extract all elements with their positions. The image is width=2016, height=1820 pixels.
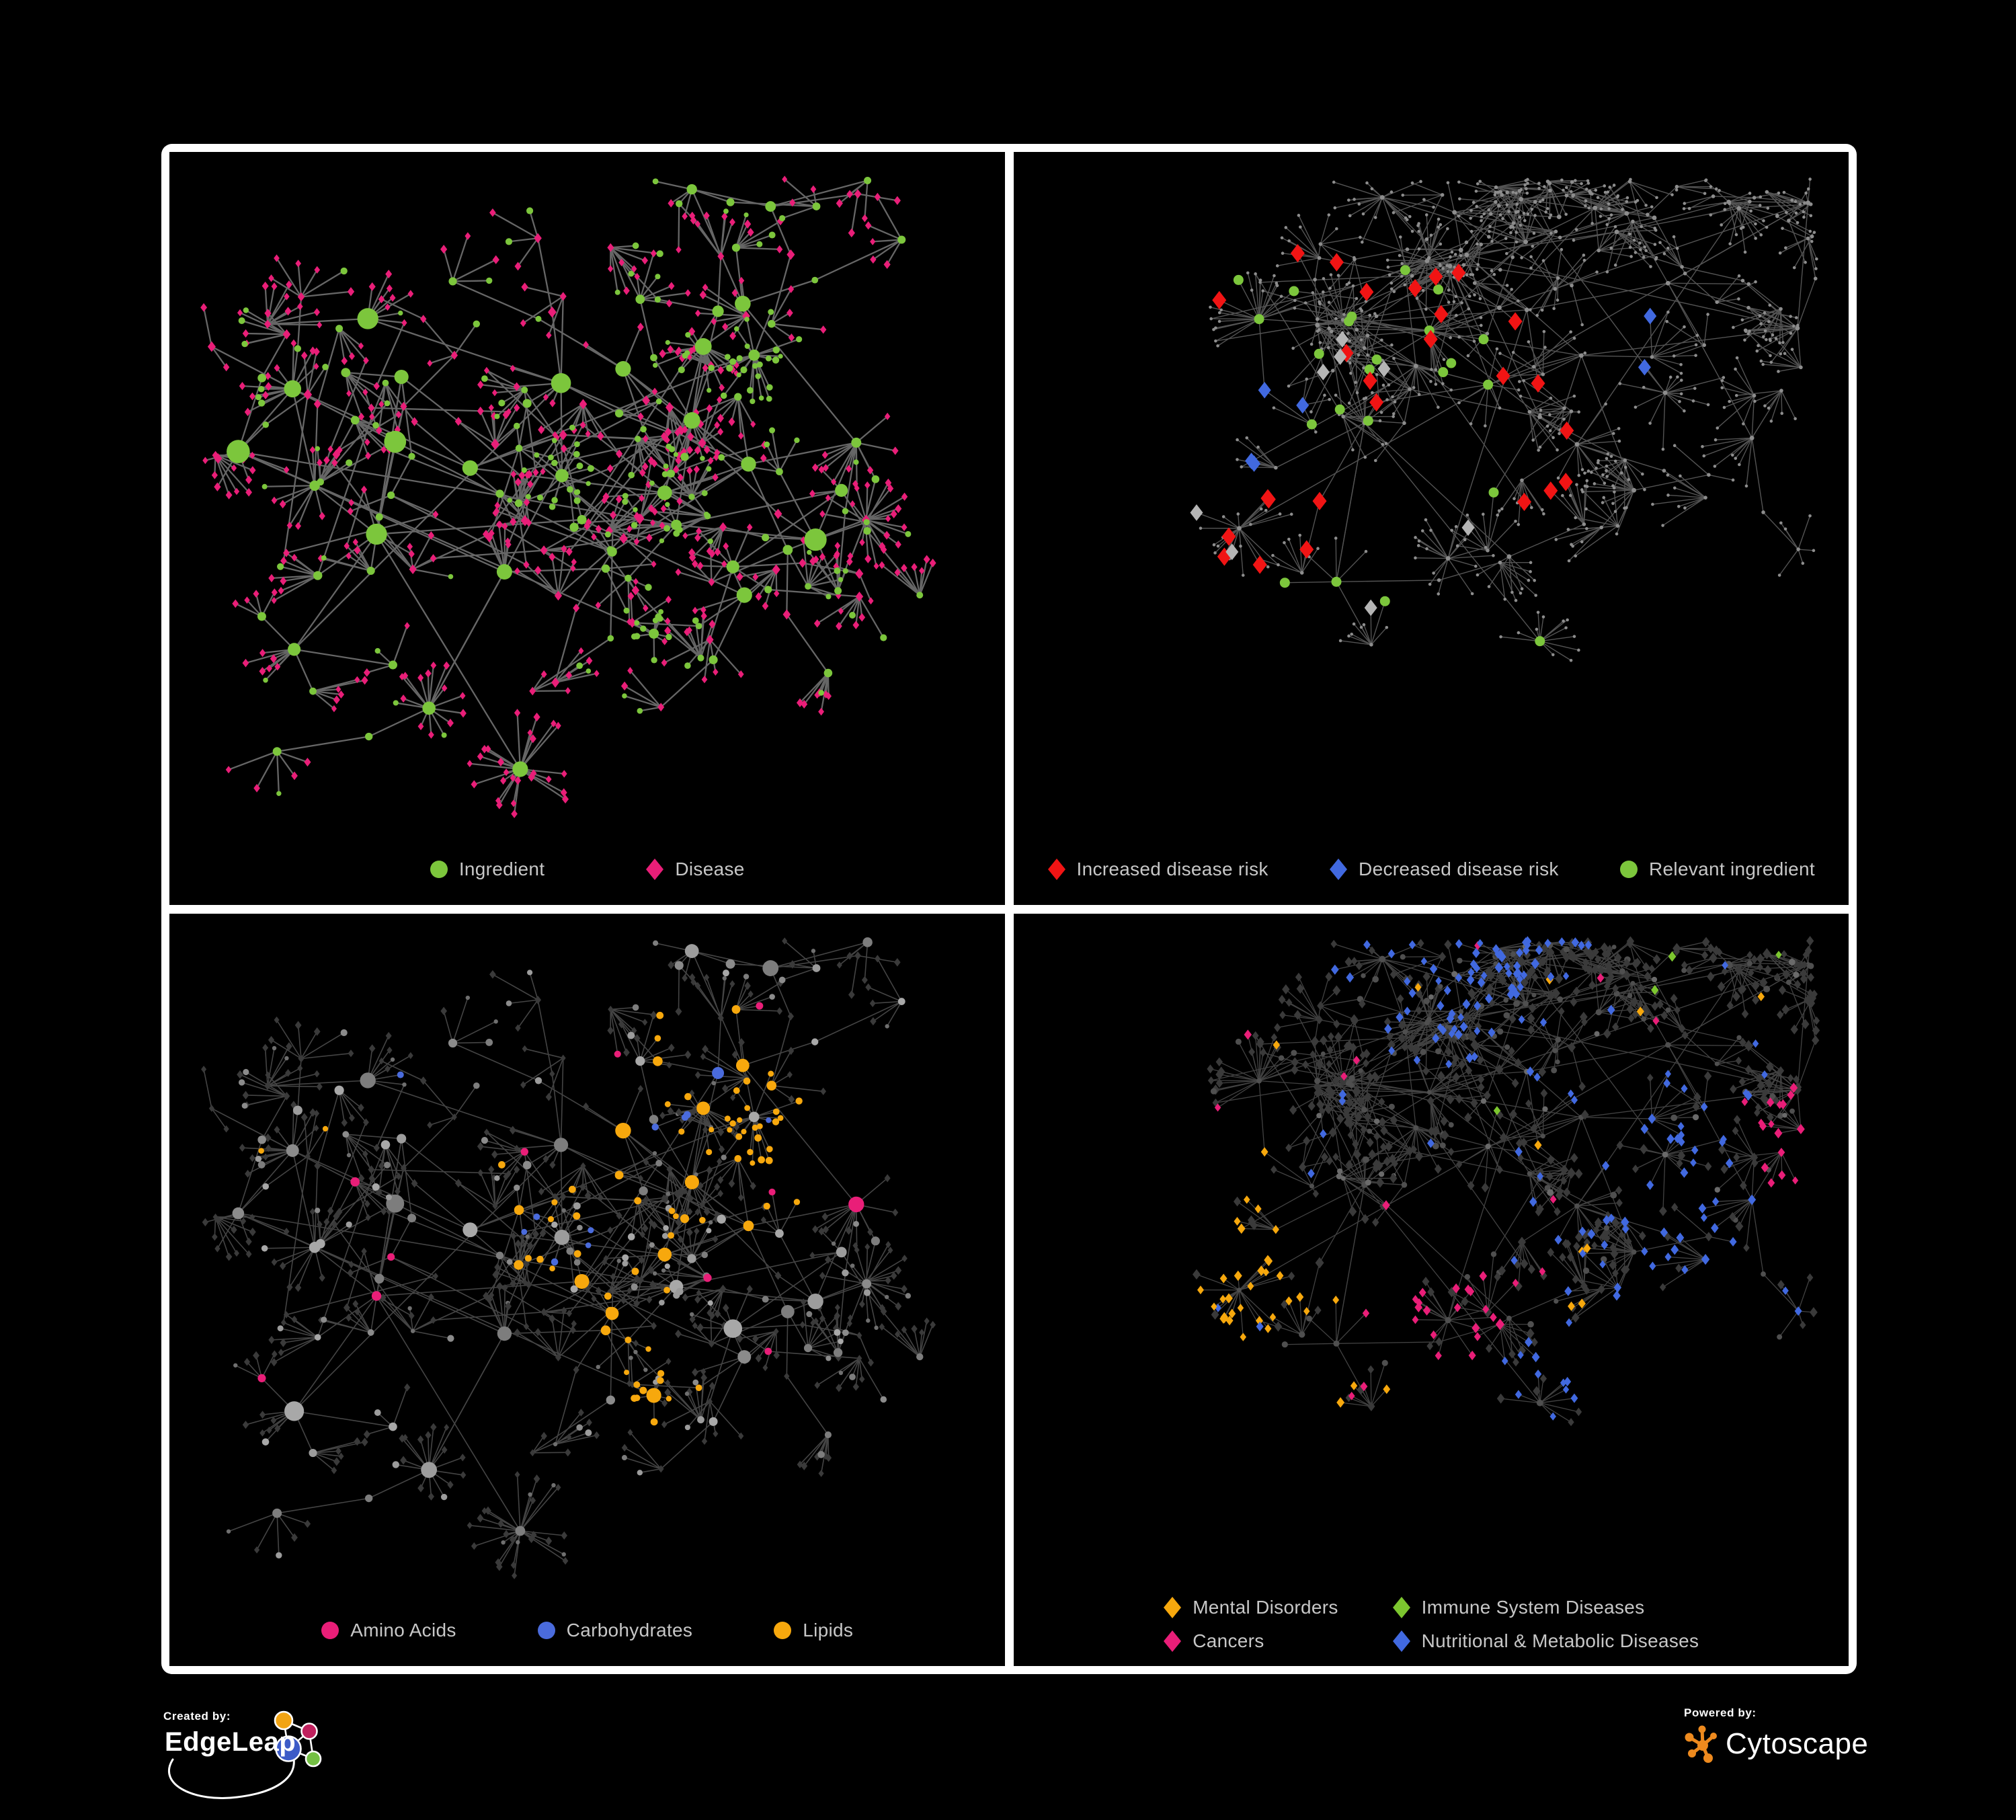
legend-item: Carbohydrates [537,1619,693,1642]
legend-diamond-swatch [646,858,664,880]
legend-label: Disease [675,858,745,879]
legend-disease-class: Mental Disorders Immune System Diseases Ca… [1014,1596,1849,1653]
legend-diamond-swatch [1164,1597,1182,1618]
cytoscape-credit: Powered by: Cytosc [1684,1706,1886,1787]
legend-item: Lipids [773,1619,853,1642]
legend-item: Cancers [1163,1630,1338,1653]
legend-item: Mental Disorders [1163,1596,1338,1619]
legend-diamond-swatch [1047,858,1065,880]
network-canvas-disease-class-network [1192,935,1820,1426]
legend-label: Decreased disease risk [1359,858,1559,879]
panel-disease-risk-network: Increased disease risk Decreased disease … [1013,152,1849,905]
panel-ingredient-disease-network: Ingredient Disease [169,152,1005,905]
legend-nutrient-class: Amino Acids Carbohydrates Lipids [169,1619,1005,1642]
legend-label: Mental Disorders [1193,1597,1338,1618]
legend-diamond-swatch [1392,1597,1410,1618]
legend-ingredient-disease: Ingredient Disease [169,858,1005,881]
legend-item: Disease [645,858,744,881]
panel-disease-class-network: Mental Disorders Immune System Diseases Ca… [1013,913,1849,1666]
legend-item: Relevant ingredient [1619,858,1815,881]
legend-label: Ingredient [458,858,545,879]
network-canvas-nutrient-class-network [201,937,936,1579]
edgeleap-credit: Created by: EdgeLeap [163,1710,365,1817]
legend-circle-swatch [774,1622,792,1639]
legend-circle-swatch [1620,860,1638,878]
panel-grid: Ingredient Disease Increased disease risk… [161,144,1857,1674]
legend-label: Nutritional & Metabolic Diseases [1421,1630,1699,1651]
legend-item: Decreased disease risk [1329,858,1559,881]
legend-label: Cancers [1193,1630,1264,1651]
legend-diamond-swatch [1164,1630,1182,1652]
legend-disease-risk: Increased disease risk Decreased disease … [1014,858,1849,881]
edgeleap-wordmark: EdgeLeap [165,1727,296,1757]
legend-circle-swatch [537,1622,555,1639]
edgeleap-logo-graphic [168,1710,322,1799]
legend-label: Increased disease risk [1076,858,1268,879]
legend-diamond-swatch [1330,858,1348,880]
legend-label: Immune System Diseases [1421,1597,1645,1618]
legend-item: Nutritional & Metabolic Diseases [1392,1630,1699,1653]
legend-label: Carbohydrates [566,1620,693,1640]
legend-diamond-swatch [1392,1630,1410,1652]
legend-label: Amino Acids [350,1620,456,1640]
network-canvas-disease-risk-network [1189,177,1818,662]
legend-label: Relevant ingredient [1649,858,1815,879]
created-by-label: Created by: [163,1710,231,1723]
legend-circle-swatch [321,1622,339,1639]
network-canvas-ingredient-disease-network [200,175,936,818]
powered-by-label: Powered by: [1684,1706,1757,1719]
legend-item: Ingredient [430,858,545,881]
cytoscape-logo-graphic [1685,1725,1717,1763]
legend-circle-swatch [430,860,448,878]
legend-label: Lipids [803,1620,854,1640]
cytoscape-wordmark: Cytoscape [1726,1727,1869,1760]
legend-item: Immune System Diseases [1392,1596,1699,1619]
legend-item: Amino Acids [321,1619,456,1642]
legend-item: Increased disease risk [1047,858,1268,881]
panel-nutrient-class-network: Amino Acids Carbohydrates Lipids [169,913,1005,1666]
